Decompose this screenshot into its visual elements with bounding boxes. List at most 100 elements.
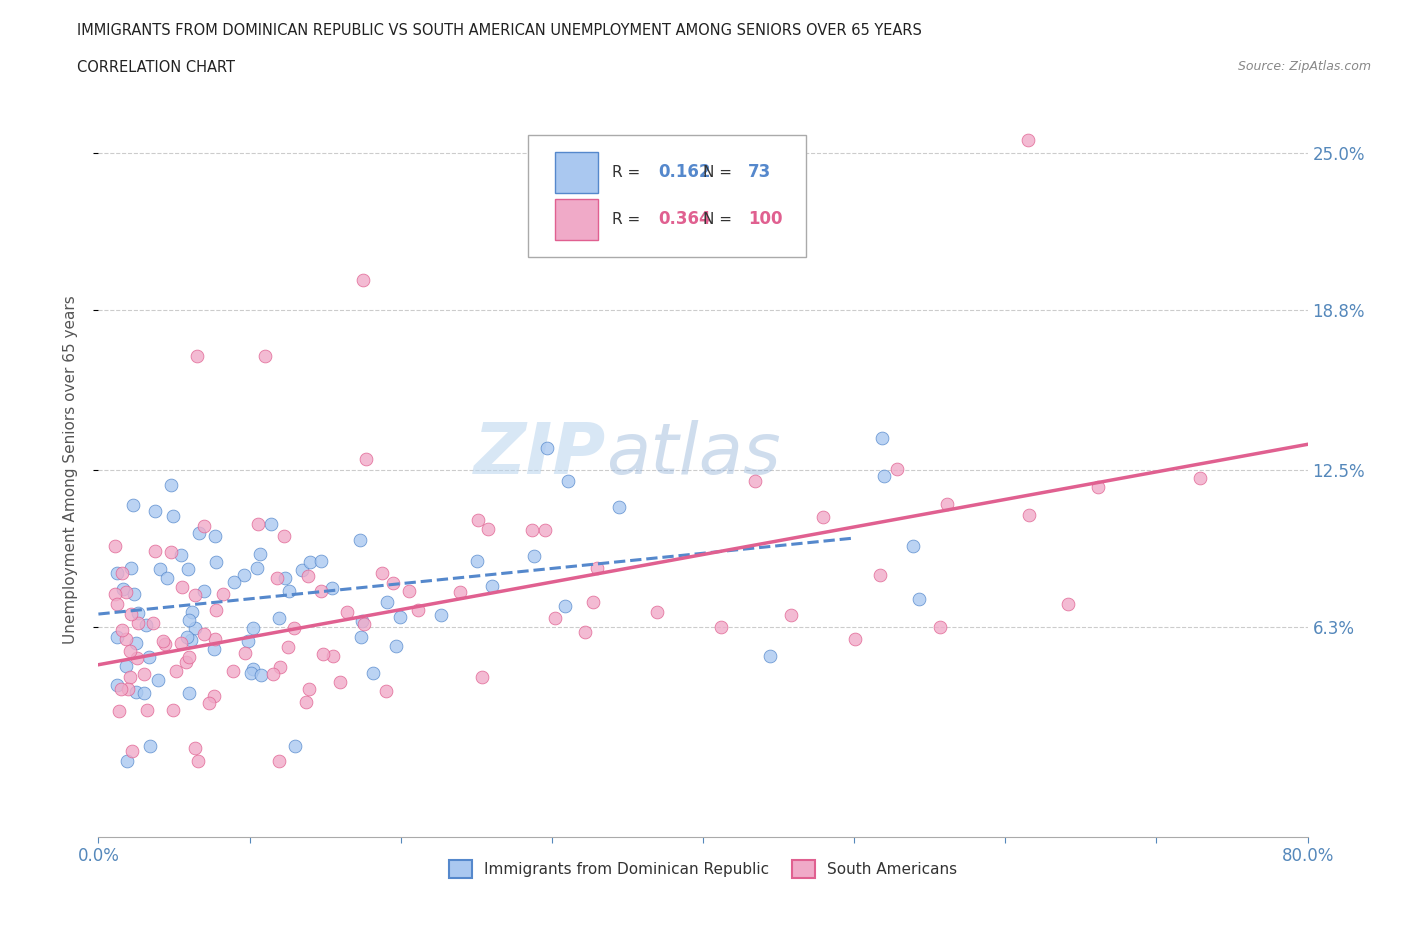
Point [155, 636, 177, 651]
Point [322, 649, 344, 664]
Point [104, 538, 127, 553]
Point [132, 667, 155, 682]
Point [929, 619, 952, 634]
Point [277, 640, 299, 655]
Point [177, 562, 200, 577]
Text: R =: R = [613, 212, 645, 227]
Text: 0.364: 0.364 [658, 210, 711, 229]
Point [607, 499, 630, 514]
Point [242, 661, 264, 676]
Point [204, 529, 226, 544]
Point [329, 674, 352, 689]
Point [105, 630, 128, 644]
Point [136, 702, 159, 717]
Point [122, 587, 145, 602]
Point [162, 702, 184, 717]
Text: ZIP: ZIP [474, 420, 606, 489]
Point [181, 604, 204, 619]
Point [184, 587, 207, 602]
Point [267, 610, 290, 625]
Point [240, 666, 263, 681]
Point [354, 451, 377, 466]
Point [273, 528, 295, 543]
Point [127, 616, 149, 631]
Point [870, 431, 893, 445]
Point [212, 587, 235, 602]
Point [179, 612, 201, 627]
Point [235, 645, 257, 660]
Point [1087, 480, 1109, 495]
Point [536, 441, 558, 456]
Point [104, 587, 127, 602]
Point [176, 630, 198, 644]
Text: CORRELATION CHART: CORRELATION CHART [77, 60, 235, 75]
Point [134, 685, 156, 700]
Point [160, 544, 183, 559]
Point [115, 631, 138, 646]
Point [108, 703, 131, 718]
Point [205, 555, 228, 570]
Point [582, 595, 605, 610]
Point [278, 583, 301, 598]
Point [135, 618, 157, 633]
Point [233, 568, 256, 583]
Point [375, 594, 398, 609]
Point [139, 738, 162, 753]
Point [105, 678, 128, 693]
Point [149, 562, 172, 577]
Point [180, 632, 202, 647]
Point [186, 348, 208, 363]
Point [477, 521, 499, 536]
Point [170, 548, 193, 563]
Point [242, 620, 264, 635]
Y-axis label: Unemployment Among Seniors over 65 years: Unemployment Among Seniors over 65 years [63, 296, 77, 644]
Text: 0.162: 0.162 [658, 164, 711, 181]
Point [336, 604, 359, 619]
Point [886, 461, 908, 476]
Point [152, 634, 174, 649]
Point [205, 603, 228, 618]
Point [160, 478, 183, 493]
Point [309, 553, 332, 568]
Point [184, 620, 207, 635]
Point [111, 623, 134, 638]
Point [375, 684, 398, 698]
Point [253, 348, 276, 363]
Point [557, 473, 579, 488]
Point [297, 568, 319, 583]
Point [262, 667, 284, 682]
Point [115, 753, 138, 768]
Point [187, 753, 209, 768]
Point [398, 584, 420, 599]
Legend: Immigrants from Dominican Republic, South Americans: Immigrants from Dominican Republic, Sout… [443, 854, 963, 884]
Point [260, 516, 283, 531]
Point [115, 584, 138, 599]
Point [105, 565, 128, 580]
Point [121, 743, 143, 758]
Point [554, 599, 576, 614]
Point [174, 655, 197, 670]
Point [110, 681, 132, 696]
Point [202, 642, 225, 657]
Point [142, 615, 165, 630]
Point [120, 606, 142, 621]
Point [869, 568, 891, 583]
Point [193, 583, 215, 598]
Point [177, 685, 200, 700]
Point [1189, 471, 1212, 485]
Point [122, 498, 145, 512]
Point [388, 609, 411, 624]
Point [534, 523, 557, 538]
Point [143, 504, 166, 519]
Point [710, 620, 733, 635]
Point [120, 561, 142, 576]
Point [295, 695, 318, 710]
Point [520, 523, 543, 538]
Point [350, 614, 373, 629]
Point [283, 620, 305, 635]
Point [170, 580, 193, 595]
Point [471, 670, 494, 684]
Point [224, 574, 246, 589]
Point [143, 543, 166, 558]
Point [744, 474, 766, 489]
